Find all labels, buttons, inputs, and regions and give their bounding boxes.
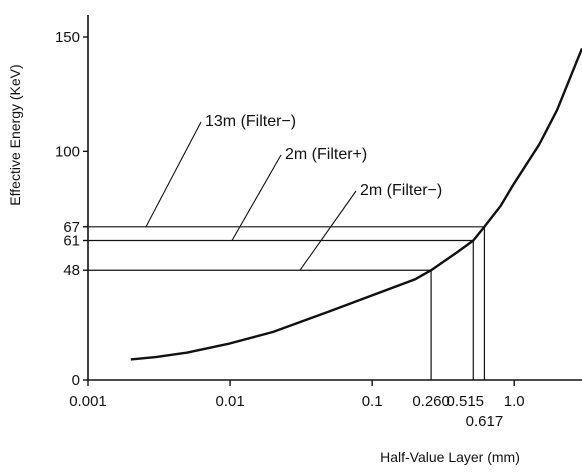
- leader-line-1: [231, 154, 282, 241]
- y-tick-label-67: 67: [63, 219, 80, 236]
- x-tick-label-0.1: 0.1: [362, 393, 383, 410]
- x-tick-label-1.0: 1.0: [504, 393, 525, 410]
- y-tick-label-150: 150: [55, 29, 80, 46]
- series-line-0: [130, 47, 582, 361]
- y-tick-label-61: 61: [63, 233, 80, 250]
- x-tick-label-0.01: 0.01: [215, 393, 244, 410]
- annotation-label-1: 2m (Filter+): [285, 146, 367, 163]
- leader-line-2: [145, 121, 202, 228]
- y-tick-label-100: 100: [55, 143, 80, 160]
- x-axis-title: Half-Value Layer (mm): [380, 449, 520, 465]
- annotation-label-0: 2m (Filter−): [360, 182, 442, 199]
- axes: [87, 15, 582, 381]
- leader-line-0: [299, 190, 357, 271]
- x-marker-label-0.617: 0.617: [466, 413, 504, 430]
- x-tick-label-0.001: 0.001: [69, 393, 107, 410]
- y-axis-title: Effective Energy (KeV): [7, 64, 23, 205]
- x-marker-label-0.260: 0.260: [412, 393, 450, 410]
- y-tick-label-0: 0: [72, 372, 80, 389]
- annotation-label-2: 13m (Filter−): [205, 113, 296, 130]
- y-tick-label-48: 48: [63, 262, 80, 279]
- x-marker-label-0.515: 0.515: [446, 393, 484, 410]
